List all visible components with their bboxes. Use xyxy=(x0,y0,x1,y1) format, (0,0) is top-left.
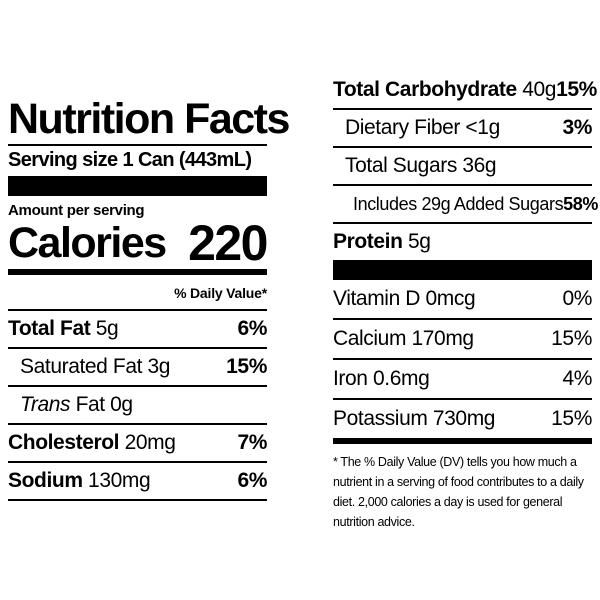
daily-value-footnote: * The % Daily Value (DV) tells you how m… xyxy=(333,455,584,529)
serving-size: Serving size 1 Can (443mL) xyxy=(8,149,252,171)
nutrient-row-total-fat: Total Fat 5g 6% xyxy=(8,309,267,349)
vitamin-name: Potassium 730mg xyxy=(333,407,496,430)
nutrient-row-total-carbohydrate: Total Carbohydrate 40g 15% xyxy=(333,72,597,110)
nutrient-row-cholesterol: Cholesterol 20mg 7% xyxy=(8,425,267,463)
nutrient-dv: 6% xyxy=(237,317,267,340)
nutrient-name: Cholesterol xyxy=(8,431,120,454)
nutrient-name: Sodium xyxy=(8,469,83,492)
nutrient-amount: 5g xyxy=(407,230,431,253)
nutrient-dv: 15% xyxy=(556,78,597,101)
vitamin-row-iron: Iron 0.6mg 4% xyxy=(333,360,592,400)
thick-divider xyxy=(333,260,592,280)
vitamin-dv: 4% xyxy=(562,367,592,390)
nutrient-amount: 130mg xyxy=(88,469,151,492)
vitamin-name: Vitamin D 0mcg xyxy=(333,287,476,310)
nutrient-row-dietary-fiber: Dietary Fiber <1g 3% xyxy=(333,110,592,148)
nutrient-name: Protein xyxy=(333,230,403,253)
nutrient-name: Dietary Fiber <1g xyxy=(345,116,500,139)
nutrient-amount: 5g xyxy=(95,317,119,340)
nutrition-panel-right: Total Carbohydrate 40g 15% Dietary Fiber… xyxy=(333,72,598,532)
nutrient-dv: 58% xyxy=(563,194,598,214)
nutrient-row-total-sugars: Total Sugars 36g xyxy=(333,148,592,186)
nutrient-name: Includes 29g Added Sugars xyxy=(353,194,564,214)
nutrient-dv: 7% xyxy=(237,431,267,454)
nutrient-amount: 20mg xyxy=(124,431,176,454)
nutrient-row-trans-fat: Trans Fat 0g xyxy=(8,387,267,425)
daily-value-header: % Daily Value* xyxy=(174,285,267,301)
panel-title: Nutrition Facts xyxy=(8,95,290,143)
vitamin-row-calcium: Calcium 170mg 15% xyxy=(333,320,592,360)
medium-divider xyxy=(8,269,267,275)
vitamin-dv: 0% xyxy=(562,287,592,310)
calories-label: Calories xyxy=(8,219,167,267)
nutrient-name: Total Carbohydrate xyxy=(333,78,517,101)
nutrient-dv: 15% xyxy=(226,355,267,378)
nutrient-name: Total Sugars 36g xyxy=(345,154,497,177)
thick-divider xyxy=(8,176,267,196)
nutrient-amount: 40g xyxy=(522,78,557,101)
vitamin-row-vitamin-d: Vitamin D 0mcg 0% xyxy=(333,280,592,320)
vitamin-name: Calcium 170mg xyxy=(333,327,474,350)
nutrition-panel-left: Nutrition Facts Serving size 1 Can (443m… xyxy=(8,95,290,501)
nutrient-dv: 6% xyxy=(237,469,267,492)
calories-row: Calories 220 xyxy=(8,215,268,271)
vitamin-dv: 15% xyxy=(551,327,592,350)
vitamin-name: Iron 0.6mg xyxy=(333,367,430,390)
nutrient-row-sodium: Sodium 130mg 6% xyxy=(8,463,267,501)
nutrient-name: Saturated Fat 3g xyxy=(20,355,171,378)
amount-per-serving: Amount per serving xyxy=(8,202,145,219)
nutrient-row-protein: Protein 5g xyxy=(333,224,592,260)
nutrient-row-added-sugars: Includes 29g Added Sugars 58% xyxy=(333,186,598,224)
nutrient-dv: 3% xyxy=(562,116,592,139)
calories-value: 220 xyxy=(188,215,268,271)
vitamin-dv: 15% xyxy=(551,407,592,430)
nutrient-row-saturated-fat: Saturated Fat 3g 15% xyxy=(8,349,267,387)
nutrient-name: Total Fat xyxy=(8,317,91,340)
nutrient-name: Trans xyxy=(20,393,71,416)
nutrient-amount: Fat 0g xyxy=(75,393,134,416)
divider xyxy=(8,144,267,146)
vitamin-row-potassium: Potassium 730mg 15% xyxy=(333,400,592,444)
